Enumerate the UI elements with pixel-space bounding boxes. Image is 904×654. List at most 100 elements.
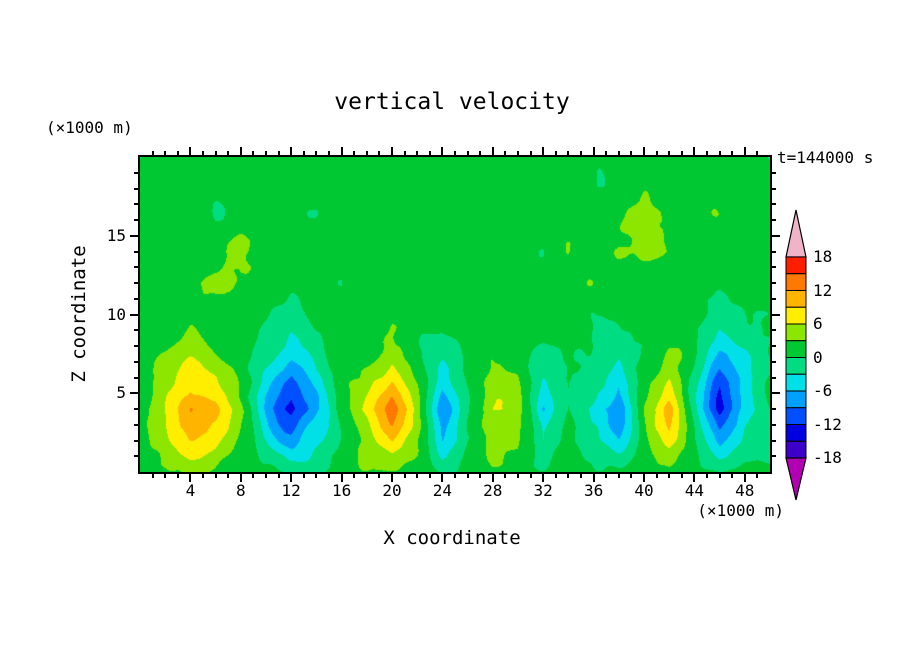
x-tick-label: 32 <box>533 481 553 500</box>
axis-tick <box>378 474 380 478</box>
axis-tick <box>681 151 683 155</box>
axis-tick <box>240 147 242 155</box>
x-tick-label: 12 <box>281 481 301 500</box>
plot-frame <box>130 147 780 482</box>
axis-tick <box>517 151 519 155</box>
axis-tick <box>189 147 191 155</box>
axis-tick <box>681 474 683 478</box>
colorbar-band <box>785 373 807 392</box>
axis-tick <box>706 151 708 155</box>
axis-tick <box>134 266 138 268</box>
axis-tick <box>328 151 330 155</box>
axis-tick <box>504 474 506 478</box>
axis-tick <box>756 151 758 155</box>
z-tick-label: 15 <box>106 225 126 245</box>
axis-tick <box>772 314 780 316</box>
axis-tick <box>668 474 670 478</box>
axis-tick <box>504 151 506 155</box>
axis-tick <box>404 474 406 478</box>
axis-tick <box>542 474 544 482</box>
x-tick-label: 36 <box>583 481 604 500</box>
colorbar-band <box>785 323 807 342</box>
z-tick-label: 5 <box>116 383 126 403</box>
axis-tick <box>416 474 418 478</box>
axis-tick <box>177 151 179 155</box>
axis-tick <box>772 424 776 426</box>
axis-tick <box>134 219 138 221</box>
axis-tick <box>719 151 721 155</box>
axis-tick <box>772 345 776 347</box>
axis-tick <box>134 424 138 426</box>
axis-tick <box>744 147 746 155</box>
axis-tick <box>479 151 481 155</box>
colorbar-band <box>785 390 807 409</box>
axis-tick <box>134 282 138 284</box>
axis-tick <box>555 474 557 478</box>
colorbar-band <box>785 424 807 442</box>
axis-tick <box>731 474 733 478</box>
z-axis-unit-label: (×1000 m) <box>46 118 133 137</box>
axis-tick <box>479 474 481 478</box>
axis-tick <box>756 474 758 478</box>
axis-tick <box>130 392 138 394</box>
axis-tick <box>772 455 776 457</box>
axis-tick <box>567 151 569 155</box>
axis-tick <box>315 474 317 478</box>
axis-tick <box>164 151 166 155</box>
axis-tick <box>303 151 305 155</box>
axis-tick <box>416 151 418 155</box>
axis-tick <box>134 203 138 205</box>
x-axis-unit-label: (×1000 m) <box>697 501 784 520</box>
colorbar-tick-label: -6 <box>813 381 833 400</box>
axis-tick <box>441 147 443 155</box>
axis-tick <box>772 203 776 205</box>
axis-tick <box>130 314 138 316</box>
axis-tick <box>618 151 620 155</box>
colorbar-band <box>785 256 807 275</box>
axis-tick <box>134 408 138 410</box>
axis-tick <box>467 474 469 478</box>
axis-tick <box>492 474 494 482</box>
axis-tick <box>303 474 305 478</box>
axis-tick <box>530 151 532 155</box>
axis-tick <box>429 151 431 155</box>
x-tick-label: 40 <box>634 481 654 500</box>
axis-tick <box>772 408 776 410</box>
axis-tick <box>555 151 557 155</box>
axis-tick <box>215 151 217 155</box>
axis-tick <box>134 440 138 442</box>
axis-tick <box>772 251 776 253</box>
axis-tick <box>772 188 776 190</box>
axis-tick <box>404 151 406 155</box>
axis-tick <box>134 345 138 347</box>
axis-tick <box>391 474 393 482</box>
axis-tick <box>530 474 532 478</box>
axis-tick <box>341 147 343 155</box>
axis-tick <box>353 151 355 155</box>
colorbar-band <box>785 407 807 425</box>
x-tick-label: 4 <box>185 481 196 500</box>
axis-tick <box>353 474 355 478</box>
axis-tick <box>643 474 645 482</box>
colorbar-tick-label: -12 <box>813 414 842 434</box>
axis-tick <box>130 235 138 237</box>
x-tick-label: 20 <box>382 481 402 500</box>
axis-tick <box>454 151 456 155</box>
axis-tick <box>366 474 368 478</box>
axis-tick <box>278 474 280 478</box>
colorbar <box>785 209 807 501</box>
axis-tick <box>605 151 607 155</box>
axis-tick <box>454 474 456 478</box>
axis-tick <box>693 474 695 482</box>
axis-tick <box>772 282 776 284</box>
axis-tick <box>391 147 393 155</box>
axis-tick <box>605 474 607 478</box>
axis-tick <box>706 474 708 478</box>
axis-tick <box>630 151 632 155</box>
axis-tick <box>328 474 330 478</box>
axis-tick <box>134 377 138 379</box>
axis-tick <box>290 474 292 482</box>
axis-tick <box>656 474 658 478</box>
axis-tick <box>227 474 229 478</box>
axis-tick <box>315 151 317 155</box>
